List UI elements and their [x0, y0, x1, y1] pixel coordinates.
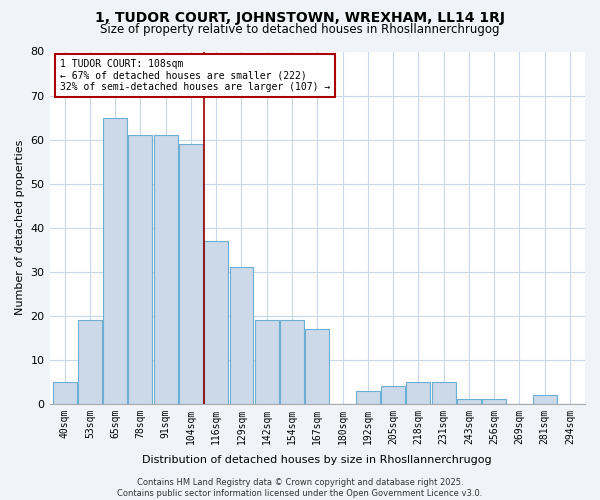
Text: 1 TUDOR COURT: 108sqm
← 67% of detached houses are smaller (222)
32% of semi-det: 1 TUDOR COURT: 108sqm ← 67% of detached …	[60, 58, 331, 92]
Bar	[53, 382, 77, 404]
Bar	[457, 400, 481, 404]
Bar	[280, 320, 304, 404]
Text: Size of property relative to detached houses in Rhosllannerchrugog: Size of property relative to detached ho…	[100, 22, 500, 36]
Bar	[128, 135, 152, 404]
Bar	[381, 386, 405, 404]
Bar	[482, 400, 506, 404]
Bar	[533, 395, 557, 404]
Bar	[255, 320, 279, 404]
Bar	[230, 268, 253, 404]
Bar	[305, 329, 329, 404]
Text: Contains HM Land Registry data © Crown copyright and database right 2025.
Contai: Contains HM Land Registry data © Crown c…	[118, 478, 482, 498]
Bar	[179, 144, 203, 404]
X-axis label: Distribution of detached houses by size in Rhosllannerchrugog: Distribution of detached houses by size …	[142, 455, 492, 465]
Bar	[154, 135, 178, 404]
Y-axis label: Number of detached properties: Number of detached properties	[15, 140, 25, 316]
Bar	[406, 382, 430, 404]
Bar	[103, 118, 127, 404]
Bar	[78, 320, 102, 404]
Text: 1, TUDOR COURT, JOHNSTOWN, WREXHAM, LL14 1RJ: 1, TUDOR COURT, JOHNSTOWN, WREXHAM, LL14…	[95, 11, 505, 25]
Bar	[431, 382, 455, 404]
Bar	[356, 390, 380, 404]
Bar	[204, 241, 228, 404]
